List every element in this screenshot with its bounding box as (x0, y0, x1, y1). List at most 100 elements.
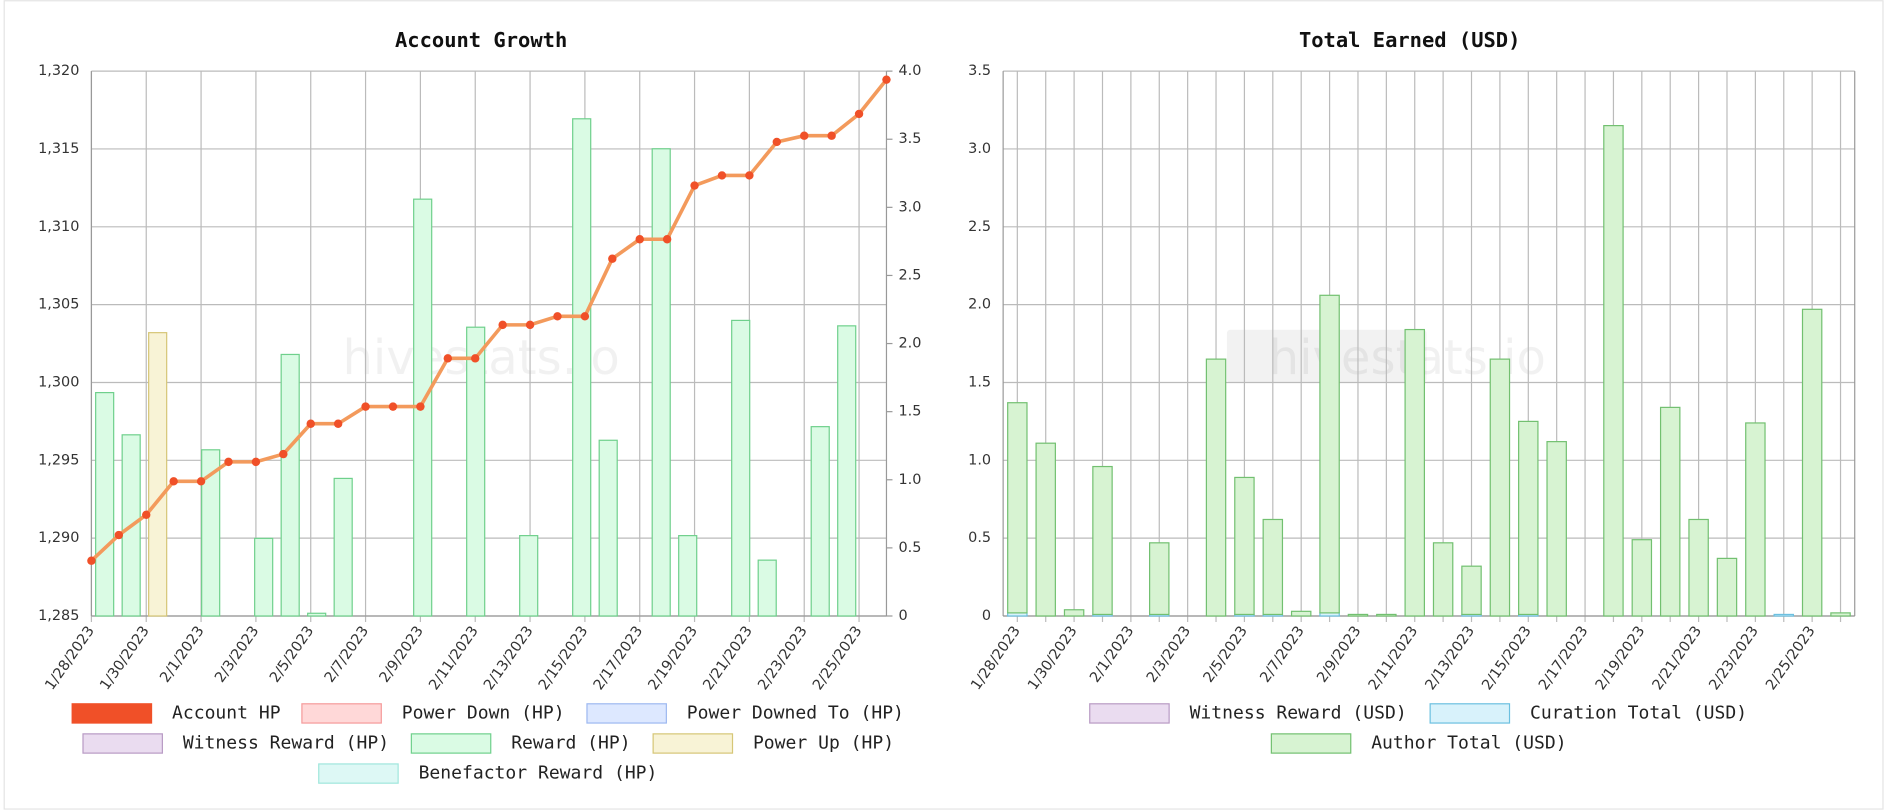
panel-border (3, 0, 1884, 810)
bar (1007, 402, 1028, 614)
point (608, 254, 617, 263)
point (525, 320, 535, 330)
bar (1716, 557, 1738, 617)
bar (1347, 613, 1369, 617)
y2-tick-label: 2.0 (898, 336, 921, 352)
y2-tick-label: 1.0 (898, 472, 921, 488)
bar (1603, 125, 1624, 617)
bar (519, 535, 539, 617)
y-tick-label: 2.0 (968, 297, 991, 313)
legend-swatch (1429, 703, 1511, 724)
bar (1659, 406, 1681, 617)
y-tick-label: 1,300 (38, 374, 79, 390)
legend-label: Power Downed To (HP) (687, 702, 904, 723)
point (717, 171, 727, 180)
bar (757, 559, 777, 617)
point (416, 402, 425, 411)
bar (1773, 613, 1795, 617)
y2-tick-label: 1.5 (898, 404, 921, 420)
bar (333, 477, 353, 617)
y-tick-label: 1,310 (38, 219, 79, 235)
bar (148, 332, 168, 617)
bar (731, 319, 751, 617)
bar (572, 118, 592, 617)
bar (1518, 420, 1539, 616)
y2-tick-label: 4.0 (898, 63, 921, 79)
legend-swatch (318, 763, 399, 784)
legend-swatch (1270, 733, 1352, 754)
y-tick-label: 1,295 (38, 452, 79, 468)
point (388, 402, 398, 411)
bar (254, 537, 274, 617)
bar (810, 426, 830, 617)
y2-tick-label: 0 (898, 608, 907, 624)
bar (1149, 542, 1170, 616)
legend-swatch (82, 733, 163, 754)
legend-swatch (586, 703, 667, 724)
point (827, 131, 836, 140)
bar (1404, 328, 1425, 617)
legend-label: Author Total (USD) (1371, 732, 1566, 753)
legend-label: Reward (HP) (511, 732, 630, 753)
legend-label: Account HP (172, 702, 281, 723)
point (690, 181, 699, 190)
point (580, 312, 590, 321)
point (114, 530, 124, 540)
bar (1319, 294, 1340, 614)
bar (1205, 358, 1227, 617)
bar (1801, 308, 1823, 617)
y-tick-label: 1,320 (38, 63, 79, 79)
point (498, 320, 507, 330)
y-tick-label: 0 (982, 608, 991, 624)
point (333, 419, 343, 428)
bar (1092, 465, 1113, 616)
point (279, 449, 288, 459)
point (854, 109, 864, 119)
y-tick-label: 1,285 (38, 608, 79, 624)
bar (201, 449, 221, 617)
point (361, 402, 370, 411)
y2-tick-label: 0.5 (898, 540, 921, 556)
point (662, 235, 672, 244)
point (471, 354, 480, 363)
bar (95, 391, 115, 617)
bar (1063, 609, 1085, 617)
point (251, 457, 261, 467)
chart-title: Account Growth (395, 28, 567, 52)
bar (280, 353, 300, 617)
y-tick-label: 2.5 (968, 219, 991, 235)
legend-swatch (652, 733, 734, 754)
y-tick-label: 1.5 (968, 374, 991, 390)
y-tick-label: 1,315 (38, 141, 79, 157)
bar (1262, 518, 1284, 616)
legend-swatch (1089, 703, 1170, 724)
point (553, 312, 562, 321)
y2-tick-label: 3.5 (898, 131, 921, 147)
y-tick-label: 0.5 (968, 530, 991, 546)
bar (307, 612, 327, 617)
point (745, 171, 754, 180)
legend-label: Power Up (HP) (753, 732, 894, 753)
legend-swatch (301, 703, 382, 724)
point (224, 457, 233, 467)
point (87, 556, 96, 565)
legend-label: Witness Reward (USD) (1190, 702, 1407, 723)
bar (1830, 612, 1851, 617)
point (800, 131, 809, 140)
y2-tick-label: 3.0 (898, 199, 921, 215)
bar (1432, 542, 1454, 617)
bar (466, 326, 486, 617)
bar (1546, 441, 1567, 617)
y-tick-label: 1,290 (38, 530, 79, 546)
point (772, 137, 782, 147)
bar (1489, 358, 1511, 617)
legend-label: Curation Total (USD) (1530, 702, 1747, 723)
legend-label: Witness Reward (HP) (183, 732, 389, 753)
legend-label: Benefactor Reward (HP) (419, 763, 658, 784)
point (169, 477, 178, 486)
chart-title: Total Earned (USD) (1299, 28, 1520, 52)
bar (1376, 613, 1397, 617)
point (306, 419, 315, 428)
legend-swatch (71, 703, 153, 724)
